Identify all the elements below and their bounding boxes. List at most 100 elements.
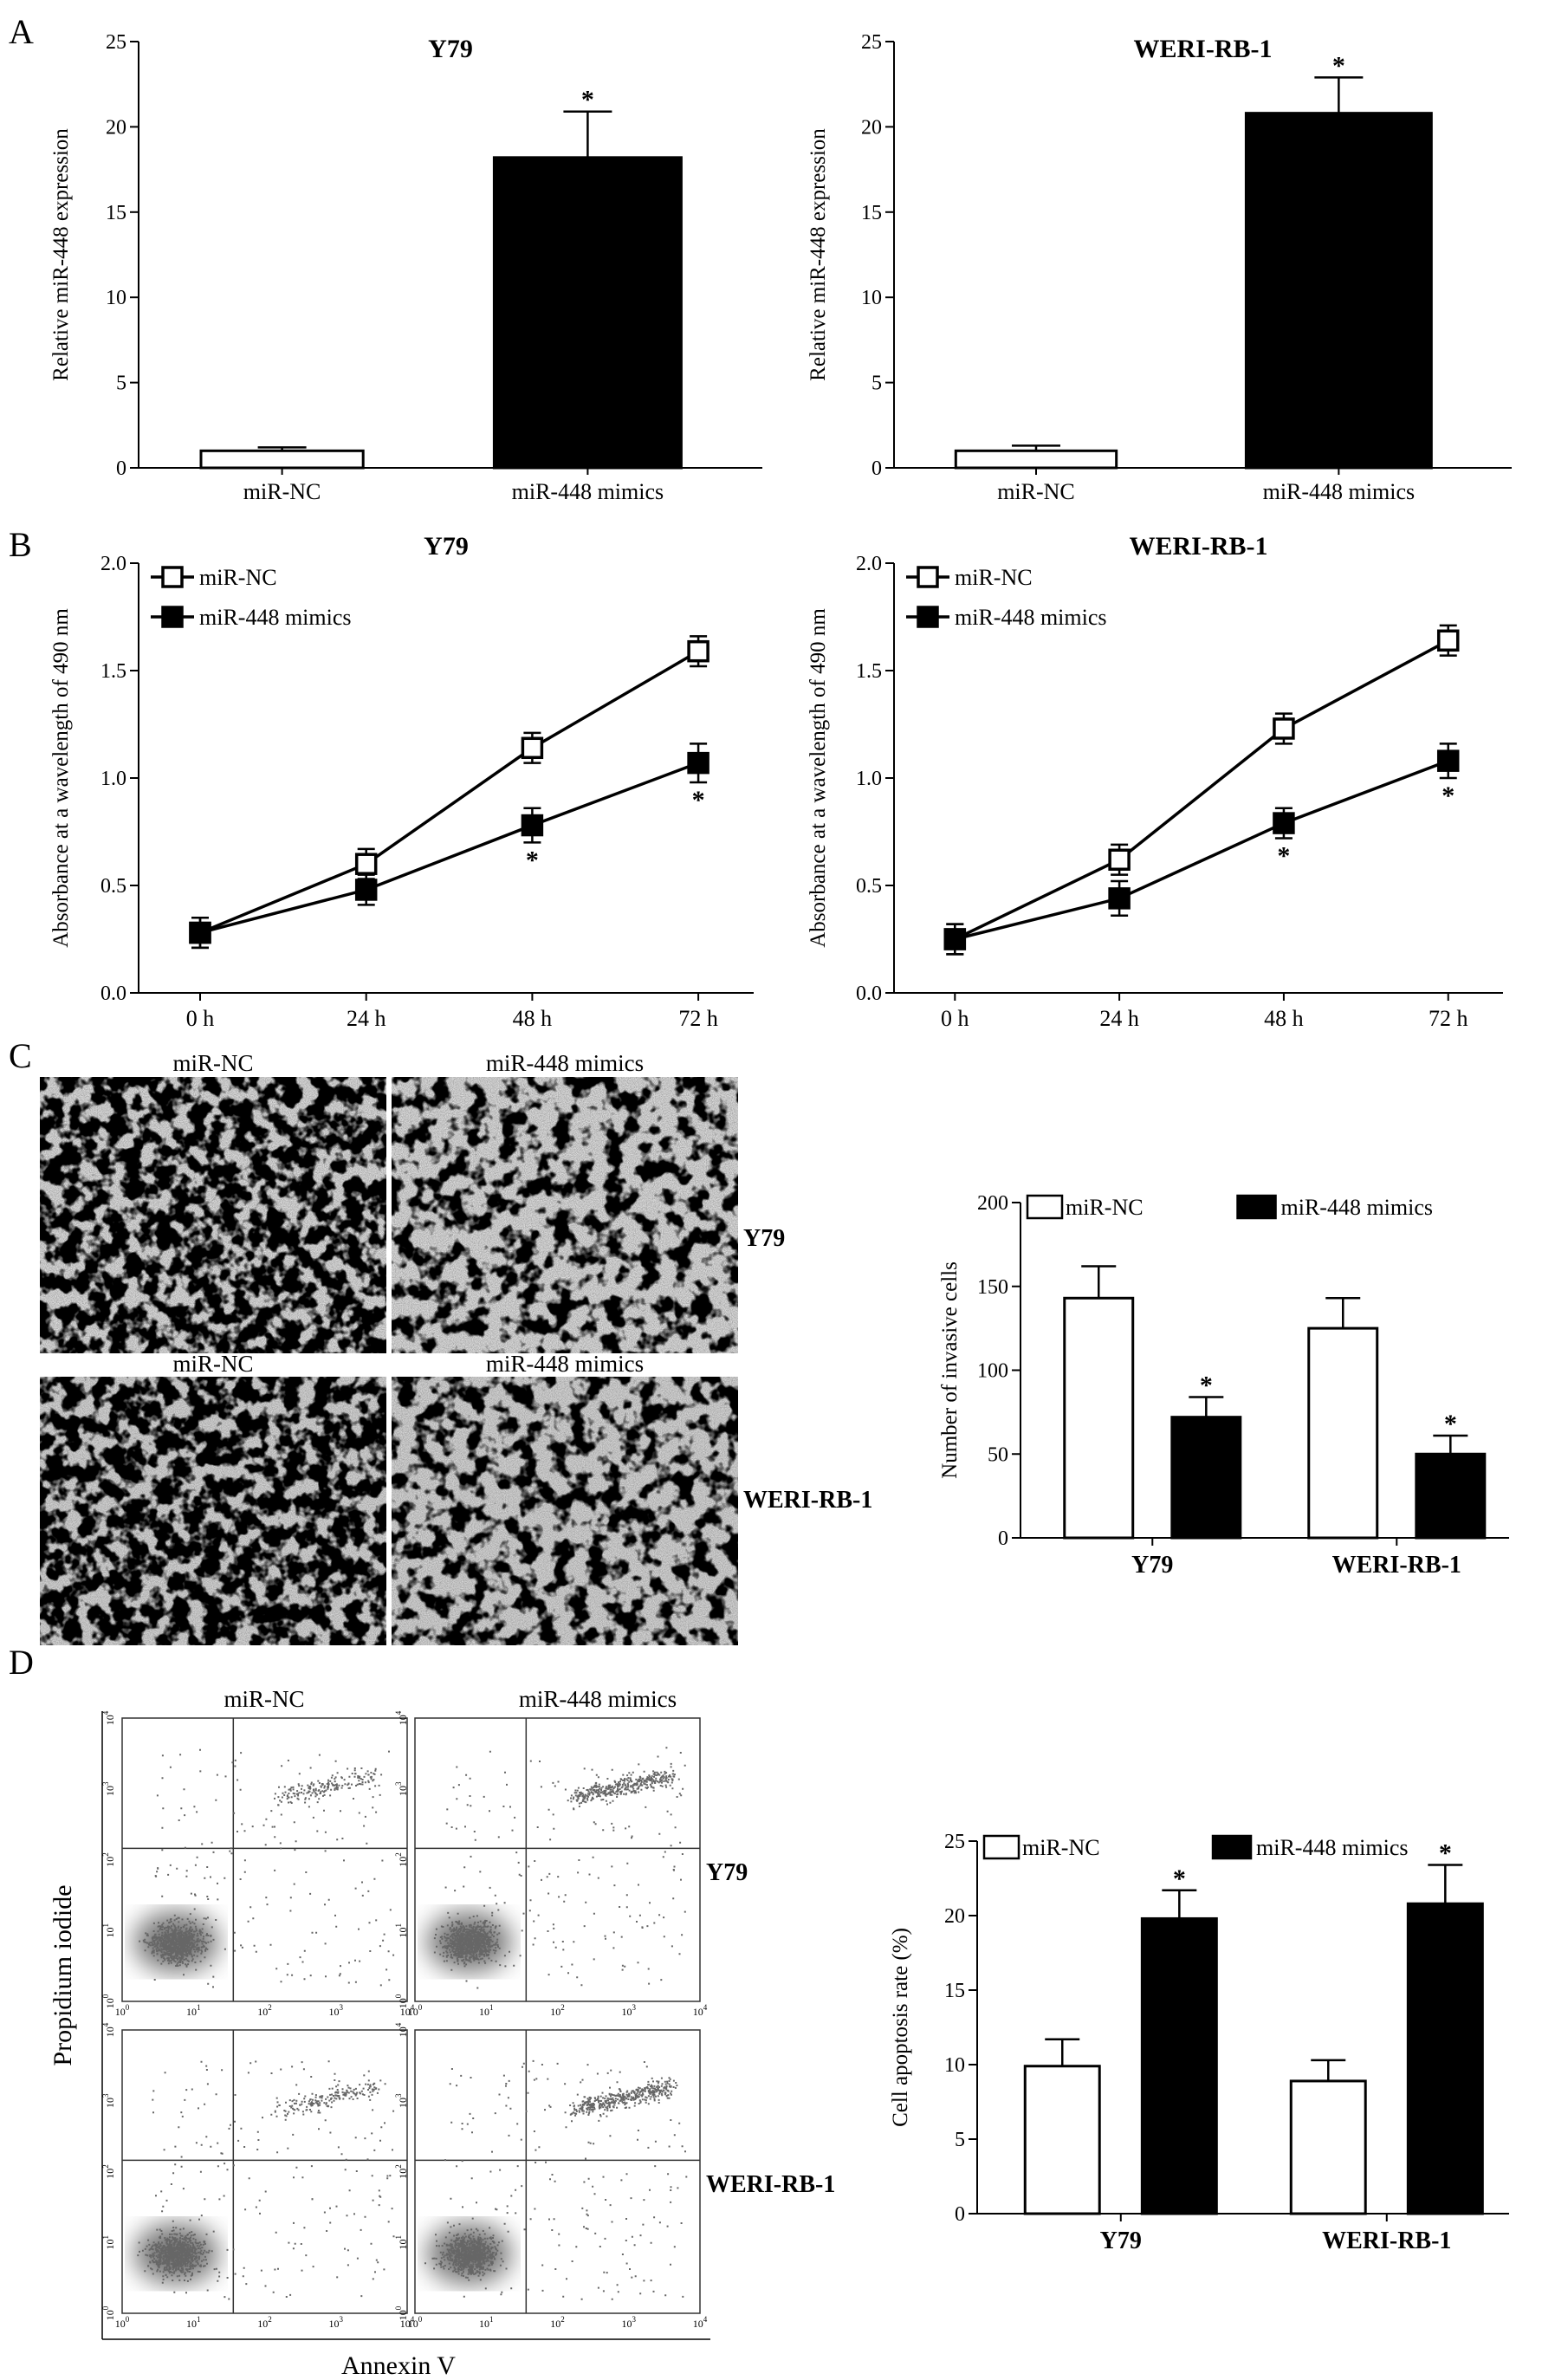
chart-b-weri: 0.0 0.5 1.0 1.5 2.0 Absorbance at a wavelengt… (807, 532, 1503, 1031)
flow-events (433, 1747, 686, 1989)
flow-ytick-label: 102 (101, 1852, 116, 1867)
B-Y79-point (354, 879, 378, 901)
D-apoptosis-ytick-label: 0 (955, 2203, 965, 2226)
B-WERI-ytick-label: 1.0 (856, 768, 882, 790)
A-WERI-ytick-label: 20 (861, 116, 882, 139)
C-invasion-ylabel: Number of invasive cells (938, 1261, 962, 1479)
flow-events (424, 2059, 688, 2300)
D-apoptosis-xtick-label: Y79 (1100, 2228, 1142, 2254)
B-Y79-ytick-label: 2.0 (100, 553, 126, 575)
flow-xtick-label: 101 (186, 2315, 201, 2330)
B-WERI-series-line (954, 639, 1449, 941)
C-invasion-legend-label: miR-448 mimics (1281, 1195, 1434, 1220)
A-Y79-ytick-label: 5 (116, 373, 126, 395)
flow-xtick-exp: 2 (268, 2315, 272, 2324)
B-Y79-series-line (199, 762, 699, 935)
flow-xtick-label: 103 (329, 2315, 344, 2330)
D-apoptosis-xtick-label: WERI-RB-1 (1322, 2228, 1451, 2254)
micrograph-row-label-weri: WERI-RB-1 (743, 1487, 872, 1514)
A-WERI-ylabel: Relative miR-448 expression (807, 128, 830, 381)
B-Y79-xtick-label: 0 h (186, 1006, 215, 1031)
flow-xtick-label: 102 (257, 2315, 272, 2330)
flow-xtick-label: 102 (550, 2003, 565, 2018)
A-WERI-ytick-label: 0 (871, 457, 882, 480)
flow-xtick-exp: 1 (197, 2003, 201, 2012)
flow-ytick-exp: 2 (394, 1852, 403, 1857)
B-WERI-ytick-label: 0.0 (856, 982, 882, 1005)
A-Y79-ytick-label: 25 (106, 31, 126, 54)
chart-b-y79: 0.0 0.5 1.0 1.5 2.0 Absorbance at a wavelengt… (49, 532, 754, 1031)
C-invasion-legend-swatch (1026, 1194, 1064, 1220)
A-WERI-bar (1244, 112, 1433, 470)
flow-ytick-label: 101 (101, 1923, 116, 1938)
flow-ytick-exp: 1 (394, 2235, 403, 2240)
flow-ytick-label: 102 (101, 2164, 116, 2179)
B-WERI-legend-label: miR-NC (955, 565, 1033, 590)
flow-xtick-label: 103 (329, 2003, 344, 2018)
C-invasion-bar (1307, 1326, 1379, 1540)
C-invasion-ytick-label: 150 (977, 1276, 1008, 1299)
flow-ylabel: Propidium iodide (49, 1884, 77, 2065)
flow-xtick-exp: 4 (411, 2003, 415, 2012)
B-WERI-xtick-label: 24 h (1099, 1006, 1139, 1031)
B-Y79-ytick-label: 0.0 (100, 982, 126, 1005)
D-apoptosis-legend-label: miR-448 mimics (1256, 1835, 1409, 1860)
B-Y79-legend-marker (161, 566, 184, 588)
C-invasion-xtick-label: WERI-RB-1 (1332, 1552, 1461, 1579)
A-WERI-ytick-label: 15 (861, 202, 882, 224)
B-Y79-ytick-label: 0.5 (100, 875, 126, 898)
A-Y79-ytick-label: 0 (116, 457, 126, 480)
panel-letter-b: B (9, 525, 32, 564)
B-WERI-legend-marker (917, 606, 939, 628)
micrograph-label-mimics-top: miR-448 mimics (486, 1050, 644, 1076)
flow-xtick-exp: 2 (268, 2003, 272, 2012)
B-WERI-xtick-label: 0 h (941, 1006, 969, 1031)
flow-ytick-exp: 4 (394, 1710, 403, 1715)
flow-xtick-label: 100 (408, 2003, 423, 2018)
flow-ytick-exp: 0 (101, 1994, 110, 1998)
flow-xtick-exp: 1 (489, 2003, 494, 2012)
flow-ytick-exp: 1 (394, 1923, 403, 1928)
D-apoptosis-legend-swatch (1211, 1834, 1253, 1860)
D-apoptosis-significance: * (1439, 1839, 1452, 1868)
B-Y79-xtick-label: 48 h (513, 1006, 553, 1031)
C-invasion-legend-label: miR-NC (1066, 1195, 1144, 1220)
flow-xtick-label: 104 (693, 2315, 708, 2330)
flow-xtick-exp: 3 (632, 2315, 637, 2324)
B-WERI-point (943, 928, 967, 950)
B-Y79-point (687, 751, 709, 775)
chart-a-y79: 0 5 10 15 20 25 Relative miR-448 expression Y79… (49, 31, 762, 504)
flow-ytick-label: 104 (101, 1710, 116, 1725)
flow-xtick-exp: 0 (418, 2315, 423, 2324)
D-apoptosis-ytick-label: 20 (944, 1905, 965, 1928)
flow-ytick-label: 103 (101, 2093, 116, 2108)
flow-xtick-exp: 0 (126, 2315, 130, 2324)
flow-ytick-exp: 3 (394, 2093, 403, 2098)
B-Y79-point (189, 921, 211, 944)
B-WERI-legend-marker (917, 566, 939, 588)
A-Y79-ylabel: Relative miR-448 expression (49, 128, 73, 381)
flow-xtick-label: 100 (115, 2315, 130, 2330)
B-Y79-ytick-label: 1.5 (100, 660, 126, 683)
C-invasion-bar (1415, 1452, 1487, 1540)
D-apoptosis-ylabel: Cell apoptosis rate (%) (889, 1928, 912, 2127)
chart-a-weri: 0 5 10 15 20 25 Relative miR-448 expression WER… (807, 31, 1512, 504)
flow-xtick-exp: 2 (560, 2315, 565, 2324)
D-apoptosis-significance: * (1173, 1864, 1186, 1893)
flow-events (137, 2060, 395, 2300)
flow-ytick-exp: 4 (101, 1710, 110, 1715)
micrograph-weri-mimics (392, 1377, 738, 1645)
flow-ytick-exp: 0 (101, 2305, 110, 2310)
flow-ytick-exp: 2 (394, 2164, 403, 2169)
D-apoptosis-bar (1023, 2065, 1101, 2215)
flow-xtick-exp: 2 (560, 2003, 565, 2012)
flow-xtick-exp: 3 (340, 2315, 344, 2324)
D-apoptosis-ytick-label: 5 (955, 2129, 965, 2151)
flow-xtick-exp: 4 (703, 2003, 708, 2012)
B-WERI-ytick-label: 1.5 (856, 660, 882, 683)
flow-events (139, 1748, 395, 1988)
C-invasion-bar (1170, 1416, 1242, 1540)
panel-letter-d: D (9, 1643, 34, 1682)
A-Y79-bar (199, 449, 365, 470)
B-Y79-point (687, 639, 709, 663)
